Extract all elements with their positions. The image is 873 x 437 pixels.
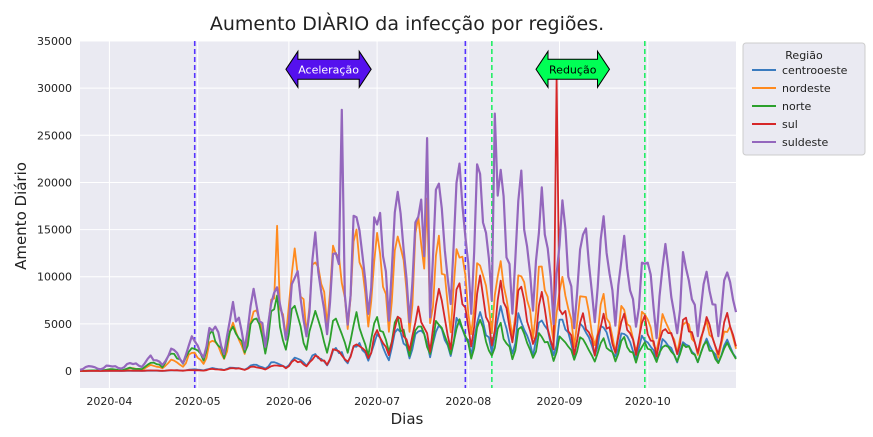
annotations: Aceleração Redução [285, 49, 611, 89]
legend-item: norte [782, 100, 812, 113]
series-line-suldeste [79, 108, 738, 371]
legend-item: nordeste [782, 82, 831, 95]
x-tick-label: 2020-04 [86, 395, 132, 408]
annotation-label: Redução [549, 63, 597, 76]
y-tick-label: 15000 [37, 224, 72, 237]
x-tick-label: 2020-05 [175, 395, 221, 408]
plot-area [80, 41, 736, 388]
x-tick-label: 2020-09 [537, 395, 583, 408]
y-tick-label: 35000 [37, 35, 72, 48]
legend-title: Região [785, 49, 823, 62]
y-tick-label: 25000 [37, 129, 72, 142]
x-tick-label: 2020-10 [625, 395, 671, 408]
y-tick-label: 30000 [37, 82, 72, 95]
y-tick-label: 10000 [37, 271, 72, 284]
y-tick-labels: 0 5000 10000 15000 20000 25000 30000 35000 [37, 35, 72, 378]
x-tick-label: 2020-08 [445, 395, 491, 408]
annotation-label: Aceleração [298, 63, 359, 76]
legend-item: suldeste [782, 136, 829, 149]
legend-item: centrooeste [782, 64, 848, 77]
series-line-sul [80, 77, 737, 372]
x-tick-label: 2020-07 [354, 395, 400, 408]
chart-title: Aumento DIÀRIO da infecção por regiões. [210, 12, 604, 35]
y-tick-label: 0 [65, 365, 72, 378]
series-line-norte [79, 294, 737, 372]
y-tick-label: 20000 [37, 176, 72, 189]
y-tick-label: 5000 [44, 318, 72, 331]
x-tick-label: 2020-06 [266, 395, 312, 408]
legend: Região centrooeste nordeste norte sul suldes… [742, 42, 866, 156]
annotation-arrow [535, 49, 611, 89]
legend-item: sul [782, 118, 798, 131]
y-axis-label: Amento Diário [12, 162, 30, 270]
series-layer [79, 77, 738, 372]
x-tick-labels: 2020-04 2020-05 2020-06 2020-07 2020-08 2020-… [86, 395, 670, 408]
annotation-arrow [285, 49, 372, 89]
x-axis-label: Dias [391, 410, 424, 428]
